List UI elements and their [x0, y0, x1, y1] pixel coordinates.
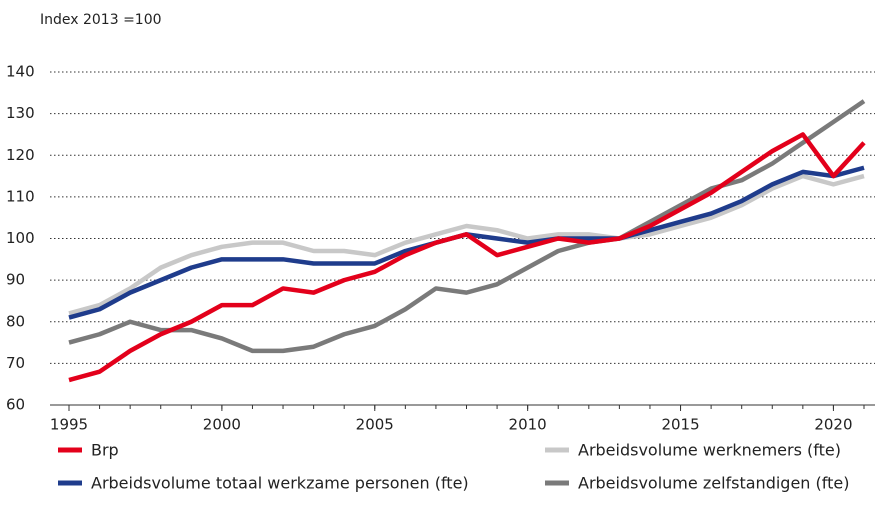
y-tick-label: 130	[6, 104, 35, 122]
legend-label: Arbeidsvolume zelfstandigen (fte)	[578, 474, 849, 493]
y-tick-label: 60	[6, 396, 25, 414]
series-line	[68, 165, 865, 320]
x-tick-label: 1995	[50, 416, 88, 434]
y-tick-label: 140	[6, 63, 35, 81]
x-tick-label: 2020	[814, 416, 852, 434]
y-tick-label: 110	[6, 187, 35, 205]
y-axis-label: Index 2013 =100	[40, 12, 162, 28]
x-tick-label: 2005	[356, 416, 394, 434]
y-tick-label: 100	[6, 229, 35, 247]
series-line	[68, 99, 866, 354]
y-tick-label: 120	[6, 146, 35, 164]
x-tick-label: 2000	[203, 416, 241, 434]
y-tick-label: 90	[6, 271, 25, 289]
x-tick-label: 2010	[509, 416, 547, 434]
legend-label: Arbeidsvolume werknemers (fte)	[578, 441, 841, 460]
series-line	[68, 173, 865, 316]
legend-label: Arbeidsvolume totaal werkzame personen (…	[91, 474, 469, 493]
y-tick-label: 80	[6, 312, 25, 330]
y-tick-label: 70	[6, 354, 25, 372]
series-line	[68, 132, 866, 383]
x-tick-label: 2015	[661, 416, 699, 434]
legend-label: Brp	[91, 441, 119, 460]
